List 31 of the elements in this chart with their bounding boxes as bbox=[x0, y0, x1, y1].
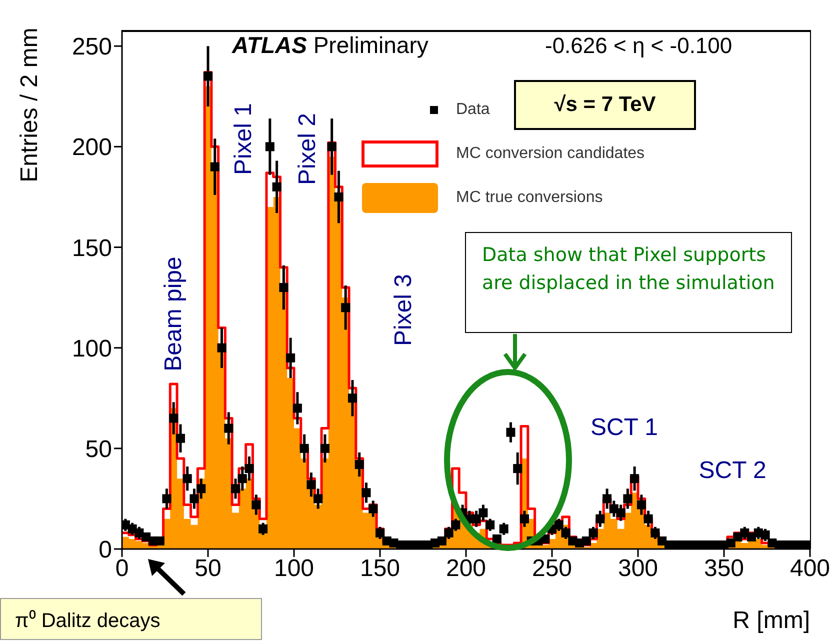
annotation: Beam pipe bbox=[160, 256, 188, 371]
x-axis-title: R [mm] bbox=[732, 607, 810, 635]
annotation: Pixel 2 bbox=[294, 112, 322, 185]
annotation: SCT 2 bbox=[698, 456, 766, 485]
x-tick-label: 350 bbox=[704, 555, 744, 582]
text-box: Data show that Pixel supports are displaced in the simulation bbox=[465, 232, 792, 333]
y-tick-label: 100 bbox=[72, 335, 112, 362]
x-tick-label: 200 bbox=[446, 555, 486, 582]
legend-label: MC conversion candidates bbox=[456, 145, 645, 163]
y-tick-label: 50 bbox=[85, 436, 112, 463]
y-axis-title: Entries / 2 mm bbox=[16, 28, 44, 182]
annotation: Pixel 3 bbox=[390, 274, 418, 346]
y-tick-label: 150 bbox=[72, 234, 112, 262]
legend-label: Data bbox=[456, 101, 490, 119]
y-tick-label: 0 bbox=[98, 536, 112, 564]
x-tick-label: 250 bbox=[532, 555, 572, 582]
chart-title: ATLAS Preliminary bbox=[232, 32, 428, 59]
x-tick-label: 300 bbox=[618, 555, 658, 582]
x-tick-label: 50 bbox=[194, 555, 222, 582]
legend-label: MC true conversions bbox=[456, 189, 603, 207]
x-tick-label: 0 bbox=[115, 555, 129, 582]
x-tick-label: 150 bbox=[360, 555, 400, 582]
chart-subtitle: -0.626 < η < -0.100 bbox=[545, 33, 732, 59]
text-box: π⁰ Dalitz decays bbox=[0, 598, 262, 640]
y-tick-label: 200 bbox=[72, 134, 112, 162]
annotation: Pixel 1 bbox=[230, 102, 258, 175]
text-box: √s = 7 TeV bbox=[514, 80, 696, 130]
annotation: SCT 1 bbox=[590, 414, 658, 442]
y-tick-label: 250 bbox=[72, 34, 112, 61]
x-tick-label: 100 bbox=[274, 555, 314, 582]
x-tick-label: 400 bbox=[790, 555, 830, 582]
